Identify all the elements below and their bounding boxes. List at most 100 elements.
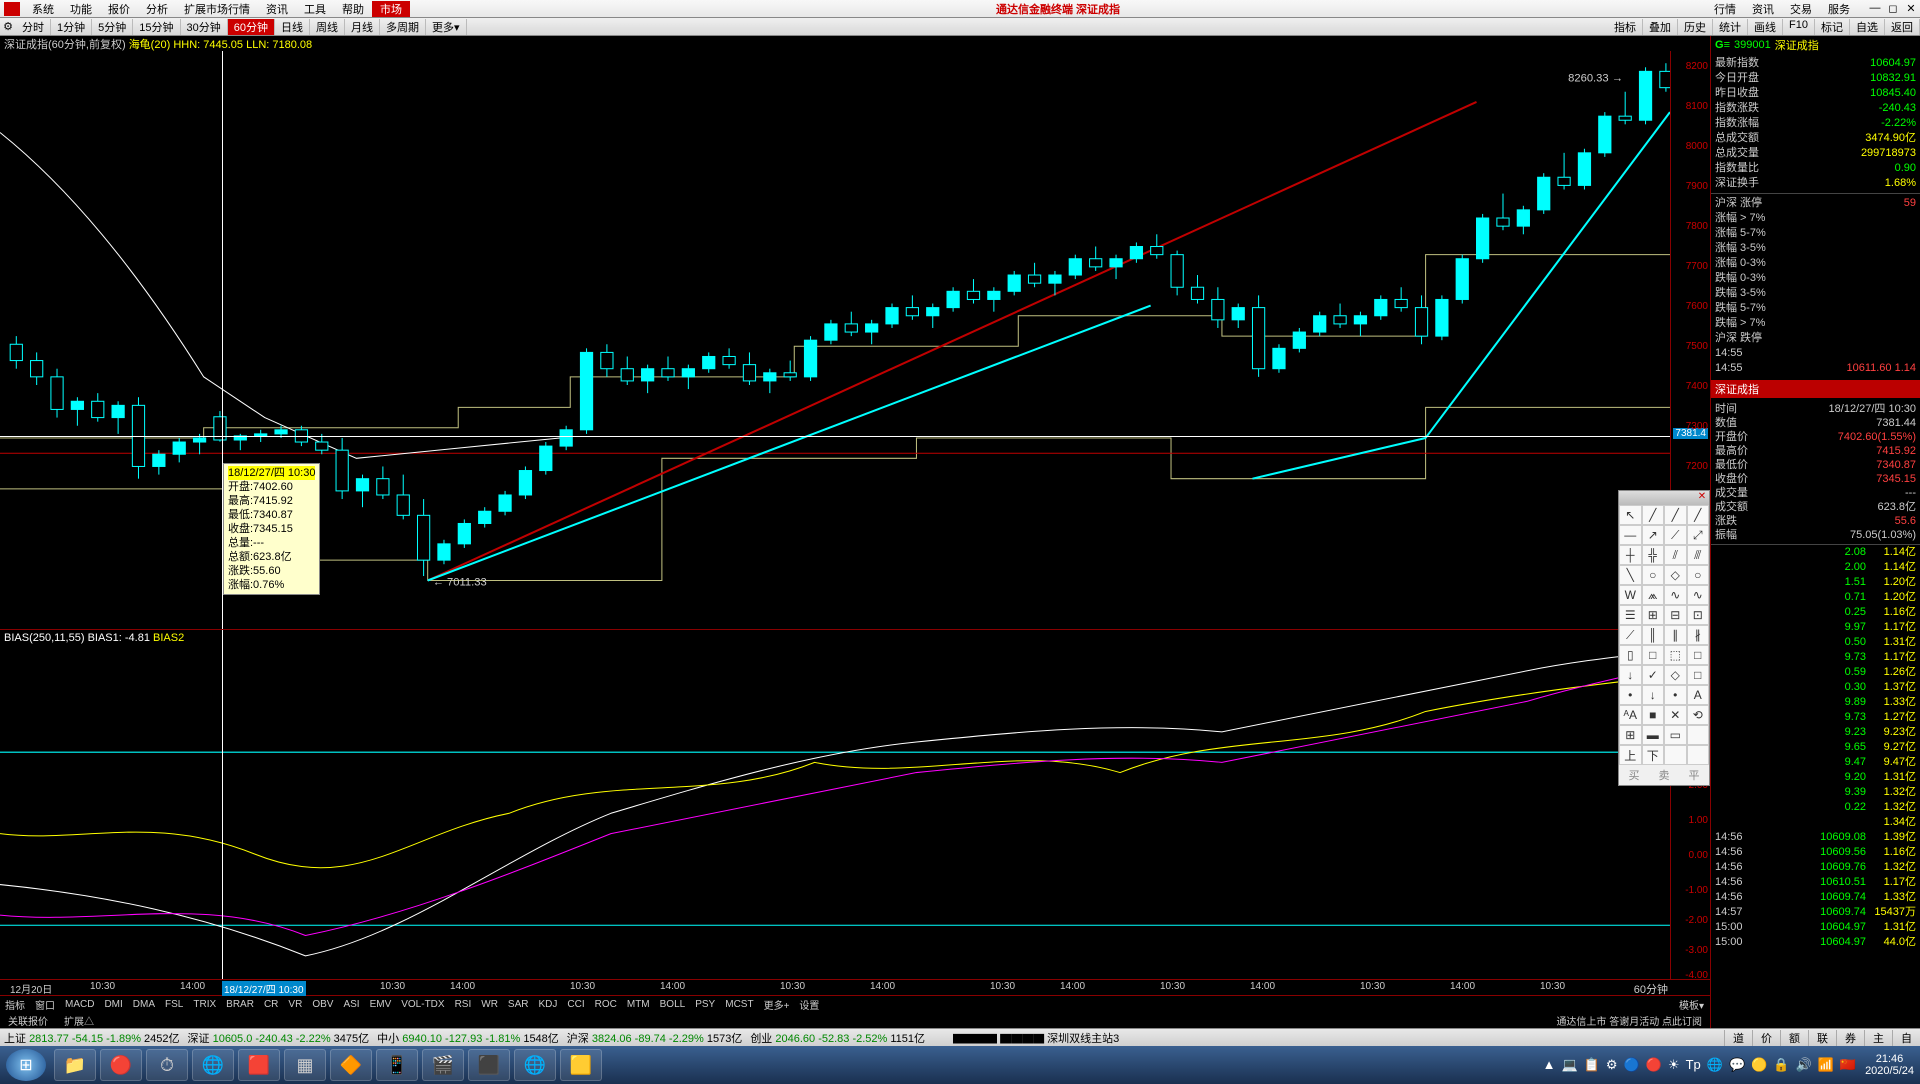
tray-icon[interactable]: 💻 xyxy=(1562,1057,1578,1073)
tray-icon[interactable]: 🔒 xyxy=(1773,1057,1789,1073)
draw-tool[interactable]: ⤢ xyxy=(1687,525,1710,545)
draw-tool[interactable]: ▯ xyxy=(1619,645,1642,665)
draw-action[interactable]: 卖 xyxy=(1659,767,1670,783)
taskbar-app[interactable]: 🔴 xyxy=(100,1049,142,1081)
draw-tool[interactable]: ✓ xyxy=(1642,665,1665,685)
indicator-tab[interactable]: FSL xyxy=(160,999,188,1010)
indicator-tab[interactable]: DMI xyxy=(99,999,127,1010)
draw-tool[interactable]: ◇ xyxy=(1664,565,1687,585)
draw-tool[interactable]: □ xyxy=(1642,645,1665,665)
status-button[interactable]: 道 xyxy=(1724,1030,1752,1046)
draw-tool[interactable]: ┼ xyxy=(1619,545,1642,565)
draw-tool[interactable]: ▭ xyxy=(1664,725,1687,745)
draw-tool[interactable]: ╬ xyxy=(1642,545,1665,565)
draw-tool[interactable]: ↓ xyxy=(1619,665,1642,685)
taskbar-app[interactable]: ⏱ xyxy=(146,1049,188,1081)
draw-tool[interactable]: ⊡ xyxy=(1687,605,1710,625)
draw-tool[interactable]: ᴬA xyxy=(1619,705,1642,725)
draw-tool[interactable] xyxy=(1687,725,1710,745)
draw-tool[interactable]: ║ xyxy=(1642,625,1665,645)
indicator-tab[interactable]: VR xyxy=(283,999,307,1010)
taskbar-app[interactable]: 🟨 xyxy=(560,1049,602,1081)
indicator-tab[interactable]: WR xyxy=(476,999,503,1010)
window-button[interactable]: ◻ xyxy=(1884,2,1902,15)
window-button[interactable]: — xyxy=(1866,2,1884,15)
draw-tool[interactable]: ▬ xyxy=(1642,725,1665,745)
draw-tool[interactable]: ⟋ xyxy=(1619,625,1642,645)
draw-tool[interactable]: 下 xyxy=(1642,745,1665,765)
draw-tool[interactable]: ☰ xyxy=(1619,605,1642,625)
draw-tool[interactable]: ↗ xyxy=(1642,525,1665,545)
indicator-tab[interactable]: 指标 xyxy=(0,997,30,1012)
taskbar-app[interactable]: 📱 xyxy=(376,1049,418,1081)
toolbar-button[interactable]: F10 xyxy=(1783,19,1815,35)
tray-icon[interactable]: 🔴 xyxy=(1646,1057,1662,1073)
bottombar-button[interactable]: 扩展△ xyxy=(56,1013,102,1028)
drawing-palette[interactable]: ✕ ↖╱╱╱—↗⟋⤢┼╬⫽⫻╲○◇○W⩕∿∿☰⊞⊟⊡⟋║∥∦▯□⬚□↓✓◇□•↓… xyxy=(1618,490,1710,786)
indicator-chart[interactable]: BIAS(250,11,55) BIAS1: -4.81 BIAS2 6.005… xyxy=(0,630,1710,980)
toolbar-button[interactable]: 历史 xyxy=(1678,19,1713,35)
indicator-tab[interactable]: SAR xyxy=(503,999,534,1010)
tray-icon[interactable]: ⚙ xyxy=(1606,1057,1618,1073)
draw-tool[interactable]: ╱ xyxy=(1642,505,1665,525)
draw-tool[interactable]: ⊞ xyxy=(1642,605,1665,625)
tray-icon[interactable]: 🔊 xyxy=(1796,1057,1812,1073)
draw-tool[interactable]: ○ xyxy=(1687,565,1710,585)
indicator-tab[interactable]: MTM xyxy=(622,999,655,1010)
indicator-tab[interactable]: PSY xyxy=(690,999,720,1010)
toolbar-button[interactable]: 返回 xyxy=(1885,19,1920,35)
menu-market[interactable]: 市场 xyxy=(372,1,410,17)
indicator-tab[interactable]: BOLL xyxy=(655,999,691,1010)
indicator-tab[interactable]: 窗口 xyxy=(30,997,60,1012)
draw-tool[interactable]: ↓ xyxy=(1642,685,1665,705)
indicator-tab[interactable]: MCST xyxy=(720,999,758,1010)
tray-icon[interactable]: 💬 xyxy=(1729,1057,1745,1073)
status-button[interactable]: 券 xyxy=(1836,1030,1864,1046)
draw-tool[interactable]: ○ xyxy=(1642,565,1665,585)
taskbar-app[interactable]: 📁 xyxy=(54,1049,96,1081)
tray-icon[interactable]: ▲ xyxy=(1543,1057,1556,1073)
status-index[interactable]: 深证 10605.0 -240.43 -2.22% 3475亿 xyxy=(184,1030,374,1046)
indicator-tab[interactable]: KDJ xyxy=(533,999,562,1010)
timeframe-button[interactable]: 30分钟 xyxy=(181,19,228,35)
timeframe-button[interactable]: 15分钟 xyxy=(133,19,180,35)
timeframe-button[interactable]: 月线 xyxy=(345,19,380,35)
taskbar-app[interactable]: ▦ xyxy=(284,1049,326,1081)
indicator-tab[interactable]: VOL-TDX xyxy=(396,999,449,1010)
promo-text[interactable]: 通达信上市 答谢月活动 点此订阅 xyxy=(1548,1013,1710,1028)
tray-icon[interactable]: 📶 xyxy=(1818,1057,1834,1073)
draw-tool[interactable]: ⫽ xyxy=(1664,545,1687,565)
timeframe-button[interactable]: 5分钟 xyxy=(92,19,133,35)
menu-item[interactable]: 分析 xyxy=(138,4,176,16)
draw-tool[interactable]: ■ xyxy=(1642,705,1665,725)
tray-icon[interactable]: ☀ xyxy=(1668,1057,1680,1073)
template-button[interactable]: 模板▾ xyxy=(1673,997,1710,1012)
indicator-tab[interactable]: MACD xyxy=(60,999,99,1010)
toolbar-button[interactable]: 统计 xyxy=(1713,19,1748,35)
toolbar-button[interactable]: 自选 xyxy=(1850,19,1885,35)
menu-item[interactable]: 帮助 xyxy=(334,4,372,16)
tray-icon[interactable]: 🇨🇳 xyxy=(1840,1057,1856,1073)
palette-close-icon[interactable]: ✕ xyxy=(1695,491,1709,505)
menu-item[interactable]: 交易 xyxy=(1782,1,1820,17)
draw-tool[interactable]: □ xyxy=(1687,665,1710,685)
status-index[interactable]: 上证 2813.77 -54.15 -1.89% 2452亿 xyxy=(0,1030,184,1046)
menu-item[interactable]: 报价 xyxy=(100,4,138,16)
draw-tool[interactable] xyxy=(1687,745,1710,765)
menu-item[interactable]: 扩展市场行情 xyxy=(176,4,258,16)
draw-tool[interactable]: ∦ xyxy=(1687,625,1710,645)
draw-action[interactable]: 平 xyxy=(1689,767,1700,783)
draw-tool[interactable]: ⊞ xyxy=(1619,725,1642,745)
draw-tool[interactable]: ╲ xyxy=(1619,565,1642,585)
status-button[interactable]: 自 xyxy=(1892,1030,1920,1046)
menu-item[interactable]: 系统 xyxy=(24,4,62,16)
indicator-tab[interactable]: ASI xyxy=(338,999,364,1010)
indicator-tab[interactable]: CCI xyxy=(562,999,589,1010)
taskbar-app[interactable]: 🟥 xyxy=(238,1049,280,1081)
draw-tool[interactable]: W xyxy=(1619,585,1642,605)
draw-tool[interactable]: 上 xyxy=(1619,745,1642,765)
bottombar-button[interactable]: 关联报价 xyxy=(0,1013,56,1028)
menu-item[interactable]: 功能 xyxy=(62,4,100,16)
draw-tool[interactable]: □ xyxy=(1687,645,1710,665)
stock-code-header[interactable]: G ≡ 399001 深证成指 xyxy=(1711,36,1920,54)
